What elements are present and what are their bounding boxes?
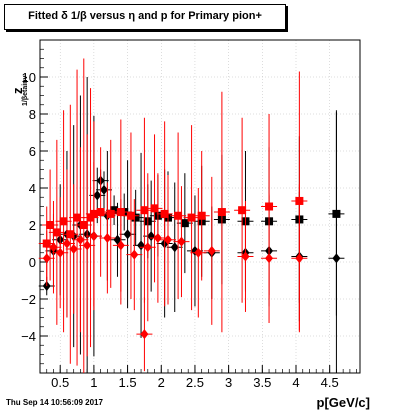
plot-frame bbox=[39, 39, 361, 374]
data-point-square bbox=[46, 221, 55, 229]
data-point-square bbox=[174, 211, 183, 220]
y-tick-label: 6 bbox=[29, 144, 36, 159]
x-tick-label: 2.5 bbox=[186, 375, 204, 390]
data-point-diamond bbox=[83, 240, 92, 251]
data-point-diamond bbox=[194, 247, 203, 258]
data-point-diamond bbox=[93, 190, 102, 201]
y-tick-label: 2 bbox=[29, 218, 36, 233]
data-point-diamond bbox=[164, 234, 172, 245]
data-point-square bbox=[59, 217, 68, 226]
x-tick-label: 4.5 bbox=[321, 375, 339, 390]
data-point-diamond bbox=[100, 184, 108, 195]
data-point-square bbox=[96, 208, 105, 217]
data-point-diamond bbox=[49, 242, 58, 253]
data-point-square bbox=[140, 206, 149, 215]
data-point-square bbox=[150, 204, 159, 213]
data-point-square bbox=[160, 209, 169, 218]
data-point-diamond bbox=[116, 240, 125, 251]
data-point-diamond bbox=[177, 236, 186, 247]
y-tick-label: −4 bbox=[21, 329, 36, 344]
x-tick-label: 1.5 bbox=[119, 375, 137, 390]
data-point-diamond bbox=[130, 249, 139, 260]
data-point-square bbox=[131, 213, 140, 222]
data-point-diamond bbox=[265, 253, 274, 264]
data-point-diamond bbox=[42, 253, 51, 264]
data-point-square bbox=[217, 208, 226, 217]
title-box: Fitted δ 1/β versus η and p for Primary … bbox=[4, 4, 286, 30]
data-point-diamond bbox=[103, 232, 112, 243]
x-tick-label: 2 bbox=[158, 375, 165, 390]
y-tick-label: 8 bbox=[29, 107, 36, 122]
x-tick-label: 3.5 bbox=[253, 375, 271, 390]
data-point-square bbox=[197, 211, 206, 220]
data-point-diamond bbox=[241, 251, 250, 262]
data-point-diamond bbox=[140, 329, 149, 340]
data-point-square bbox=[79, 221, 88, 229]
data-point-diamond bbox=[332, 253, 341, 264]
data-point-square bbox=[52, 228, 61, 237]
data-point-diamond bbox=[123, 229, 132, 240]
data-point-square bbox=[126, 211, 135, 220]
data-point-diamond bbox=[69, 244, 78, 255]
data-point-square bbox=[180, 219, 189, 228]
data-point-diamond bbox=[89, 231, 98, 242]
y-tick-label: −2 bbox=[21, 292, 36, 307]
data-point-diamond bbox=[56, 247, 65, 258]
data-point-diamond bbox=[143, 242, 152, 253]
data-point-diamond bbox=[137, 240, 146, 251]
data-point-square bbox=[187, 213, 196, 222]
data-point-diamond bbox=[207, 245, 216, 256]
data-point-diamond bbox=[147, 231, 156, 242]
data-point-square bbox=[66, 230, 75, 239]
chart-title: Fitted δ 1/β versus η and p for Primary … bbox=[28, 10, 262, 22]
data-point-diamond bbox=[76, 234, 85, 245]
data-point-square bbox=[106, 209, 115, 218]
x-tick-label: 4 bbox=[292, 375, 299, 390]
y-tick-label: 4 bbox=[29, 181, 36, 196]
data-point-square bbox=[238, 206, 247, 215]
x-tick-label: 1 bbox=[90, 375, 97, 390]
timestamp: Thu Sep 14 10:56:09 2017 bbox=[6, 398, 103, 407]
y-tick-label: 0 bbox=[29, 255, 36, 270]
x-tick-label: 0.5 bbox=[51, 375, 69, 390]
data-point-diamond bbox=[295, 253, 304, 264]
y-tick-label: 10 bbox=[22, 70, 36, 85]
x-axis-label: p[GeV/c] bbox=[316, 395, 370, 410]
data-point-square bbox=[73, 213, 82, 222]
x-tick-label: 3 bbox=[225, 375, 232, 390]
data-point-diamond bbox=[153, 232, 162, 243]
data-point-diamond bbox=[62, 238, 71, 249]
data-point-diamond bbox=[170, 242, 179, 253]
